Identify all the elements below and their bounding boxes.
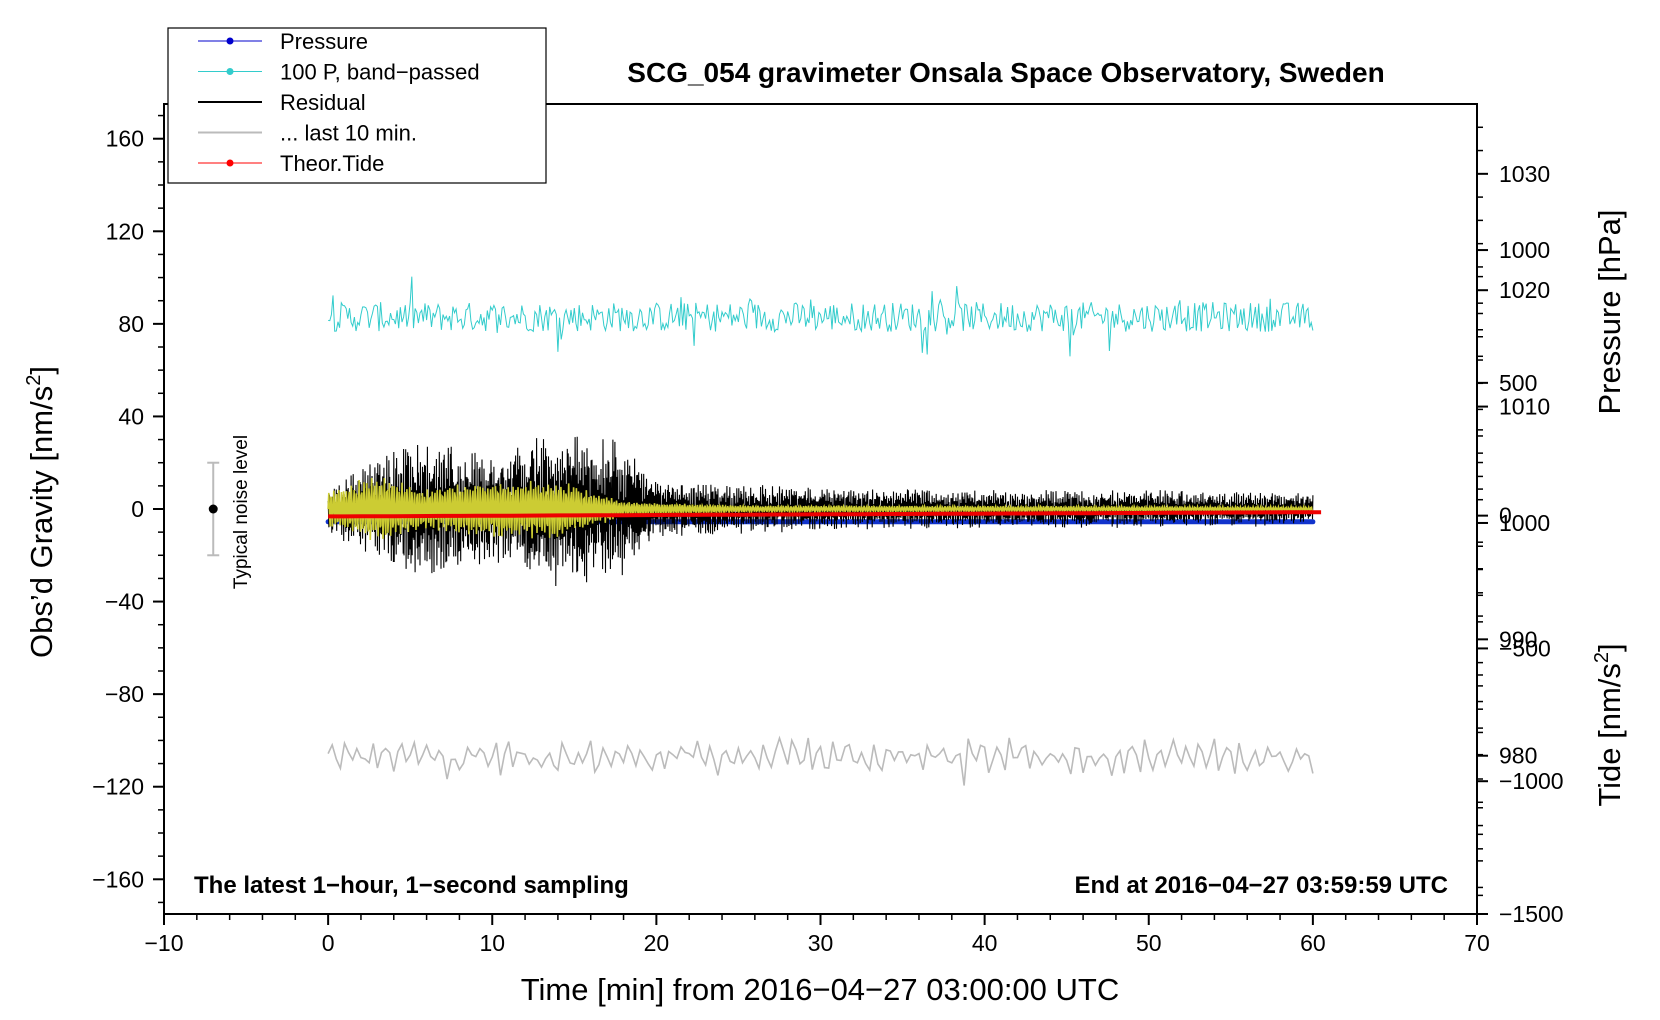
y-axis-gravity: 160 120 80 40 0 −40 −80 −120 −160 (92, 114, 164, 904)
y-tick-label: 120 (106, 218, 144, 244)
chart-title: SCG_054 gravimeter Onsala Space Observat… (627, 57, 1384, 88)
tide-tick-label: 500 (1499, 370, 1537, 396)
noise-level-indicator (207, 461, 220, 557)
noise-level-label: Typical noise level (231, 435, 252, 589)
tide-tick-label: 1000 (1499, 237, 1550, 263)
tide-tick-label: −1000 (1499, 768, 1564, 794)
y-axis-label-gravity: Obs’d Gravity [nm/s2] (23, 366, 59, 658)
series-residual-filtered (327, 477, 1314, 541)
series-layer (325, 276, 1322, 786)
legend: Pressure 100 P, band−passed Residual ... la… (167, 27, 547, 184)
y-tick-label: 80 (118, 311, 144, 337)
tide-tick-label: −1500 (1499, 901, 1564, 927)
y-tick-label: 40 (118, 403, 144, 429)
y-axis-label-gravity-close: ] (24, 366, 59, 375)
series-pressure-band-passed (327, 276, 1314, 357)
y-axis-label-tide-sup: 2 (1591, 652, 1613, 663)
pressure-tick-label: 1020 (1499, 277, 1550, 303)
x-tick-label: 0 (322, 930, 335, 956)
y-axis-tide: 1000 500 0 −500 −1000 −1500 (1477, 237, 1564, 927)
pressure-tick-label: 1030 (1499, 161, 1550, 187)
tide-tick-label: −500 (1499, 635, 1551, 661)
pressure-tick-label: 980 (1499, 743, 1537, 769)
x-tick-label: 70 (1464, 930, 1490, 956)
y-axis-label-tide-close: ] (1592, 643, 1627, 652)
y-axis-label-tide: Tide [nm/s2] (1591, 643, 1627, 806)
y-axis-label-gravity-text: Obs’d Gravity [nm/s (24, 386, 59, 658)
y-axis-label-tide-text: Tide [nm/s (1592, 663, 1627, 807)
noise-bar-center-dot (208, 504, 218, 514)
y-tick-label: −120 (92, 774, 144, 800)
y-tick-label: −80 (105, 681, 144, 707)
x-tick-label: 50 (1136, 930, 1162, 956)
x-tick-label: 20 (644, 930, 670, 956)
legend-marker (226, 68, 234, 75)
legend-marker (226, 159, 234, 167)
x-axis-label: Time [min] from 2016−04−27 03:00:00 UTC (521, 972, 1120, 1007)
legend-label: Theor.Tide (280, 151, 384, 176)
x-tick-label: 30 (808, 930, 834, 956)
legend-label: 100 P, band−passed (280, 60, 480, 85)
x-tick-label: 60 (1300, 930, 1326, 956)
pressure-tick-label: 990 (1499, 626, 1537, 652)
y-axis-label-pressure: Pressure [hPa] (1592, 209, 1627, 414)
series-last-10-min (327, 735, 1314, 786)
legend-box (167, 27, 547, 184)
y-tick-label: 0 (131, 496, 144, 522)
tide-tick-label: 0 (1499, 503, 1512, 529)
legend-label: Residual (280, 90, 366, 115)
series-theoretical-tide (328, 510, 1322, 519)
x-tick-label: 40 (972, 930, 998, 956)
y-tick-label: −40 (105, 589, 144, 615)
legend-label: Pressure (280, 29, 368, 54)
pressure-tick-label: 1010 (1499, 394, 1550, 420)
legend-marker (226, 37, 234, 45)
legend-label: ... last 10 min. (280, 121, 417, 146)
pressure-tick-label: 1000 (1499, 510, 1550, 536)
legend-entries: Pressure 100 P, band−passed Residual ... la… (198, 29, 480, 176)
x-tick-label: 10 (479, 930, 505, 956)
y-axis-label-gravity-sup: 2 (23, 375, 45, 386)
x-tick-label: −10 (144, 930, 183, 956)
y-tick-label: −160 (92, 866, 144, 892)
annotation-sampling: The latest 1−hour, 1−second sampling (194, 872, 629, 899)
y-axis-pressure: 1030 1020 1010 1000 990 980 (1477, 126, 1550, 897)
y-tick-label: 160 (106, 126, 144, 152)
annotation-end-time: End at 2016−04−27 03:59:59 UTC (1074, 872, 1448, 899)
x-axis: −10 0 10 20 30 40 50 60 70 (144, 914, 1490, 956)
